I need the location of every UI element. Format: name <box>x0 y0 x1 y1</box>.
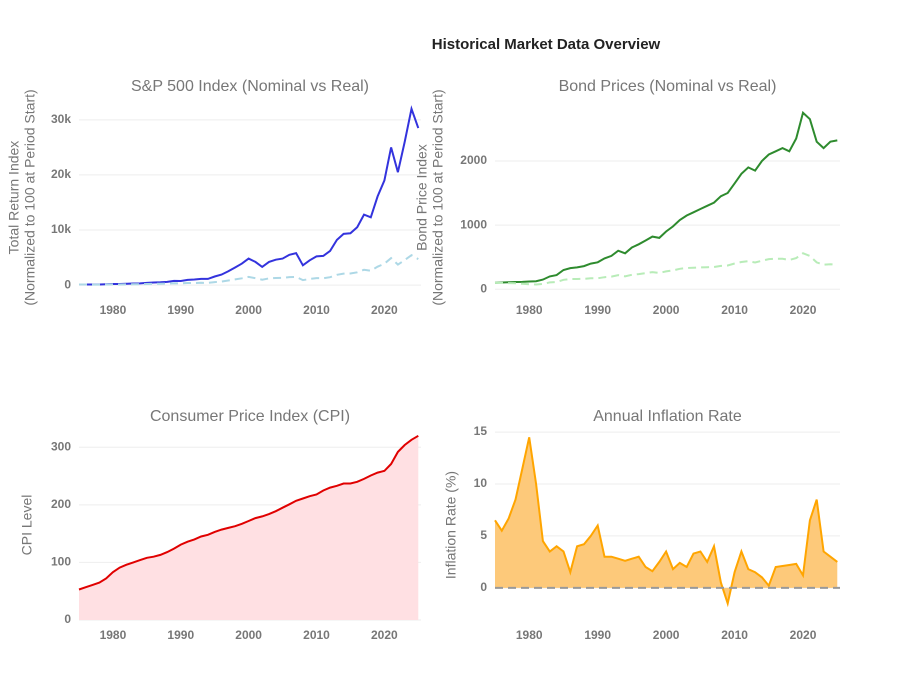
y-axis-label: (Normalized to 100 at Period Start) <box>22 89 38 305</box>
x-tick-label: 1990 <box>584 303 611 317</box>
y-axis-label: Inflation Rate (%) <box>443 471 459 579</box>
subplot-title: S&P 500 Index (Nominal vs Real) <box>131 78 369 95</box>
x-tick-label: 2010 <box>303 303 330 317</box>
x-tick-label: 2000 <box>653 628 680 642</box>
subplot-title: Bond Prices (Nominal vs Real) <box>559 78 777 95</box>
y-tick-label: 300 <box>51 439 71 453</box>
x-tick-label: 2020 <box>371 303 398 317</box>
series-line <box>78 434 419 591</box>
y-axis-label: Bond Price Index <box>414 144 430 251</box>
y-tick-label: 100 <box>51 555 71 569</box>
series-line <box>494 252 838 286</box>
x-tick-label: 1980 <box>516 628 543 642</box>
subplot-title: Annual Inflation Rate <box>593 408 742 425</box>
x-tick-label: 2020 <box>790 303 817 317</box>
x-tick-label: 2020 <box>371 628 398 642</box>
x-tick-label: 2010 <box>721 628 748 642</box>
y-tick-label: 20k <box>51 167 71 181</box>
y-tick-label: 0 <box>480 281 487 295</box>
series-line <box>79 254 419 286</box>
y-tick-label: 200 <box>51 497 71 511</box>
x-tick-label: 2020 <box>790 628 817 642</box>
series-line <box>79 105 420 286</box>
x-tick-label: 1980 <box>100 628 127 642</box>
x-tick-label: 1990 <box>584 628 611 642</box>
y-tick-label: 1000 <box>460 217 487 231</box>
series-area <box>495 437 838 604</box>
x-tick-label: 2010 <box>721 303 748 317</box>
x-tick-label: 2010 <box>303 628 330 642</box>
x-tick-label: 2000 <box>653 303 680 317</box>
y-axis-label: CPI Level <box>19 495 35 556</box>
x-tick-label: 1990 <box>167 628 194 642</box>
y-tick-label: 2000 <box>460 153 487 167</box>
series-line <box>494 437 838 608</box>
series-line <box>494 110 838 284</box>
y-tick-label: 10k <box>51 222 71 236</box>
x-tick-label: 1990 <box>167 303 194 317</box>
y-tick-label: 0 <box>64 612 71 626</box>
x-tick-label: 2000 <box>235 303 262 317</box>
x-tick-label: 1980 <box>516 303 543 317</box>
y-tick-label: 5 <box>480 528 487 542</box>
y-tick-label: 15 <box>474 424 488 438</box>
y-tick-label: 0 <box>64 277 71 291</box>
y-axis-label: Total Return Index <box>6 141 22 255</box>
y-tick-label: 10 <box>474 476 488 490</box>
x-tick-label: 2000 <box>235 628 262 642</box>
y-tick-label: 0 <box>480 580 487 594</box>
subplot-title: Consumer Price Index (CPI) <box>150 408 350 425</box>
y-tick-label: 30k <box>51 112 71 126</box>
series-area <box>79 435 419 620</box>
y-axis-label: (Normalized to 100 at Period Start) <box>430 89 446 305</box>
main-title: Historical Market Data Overview <box>432 36 661 53</box>
x-tick-label: 1980 <box>100 303 127 317</box>
